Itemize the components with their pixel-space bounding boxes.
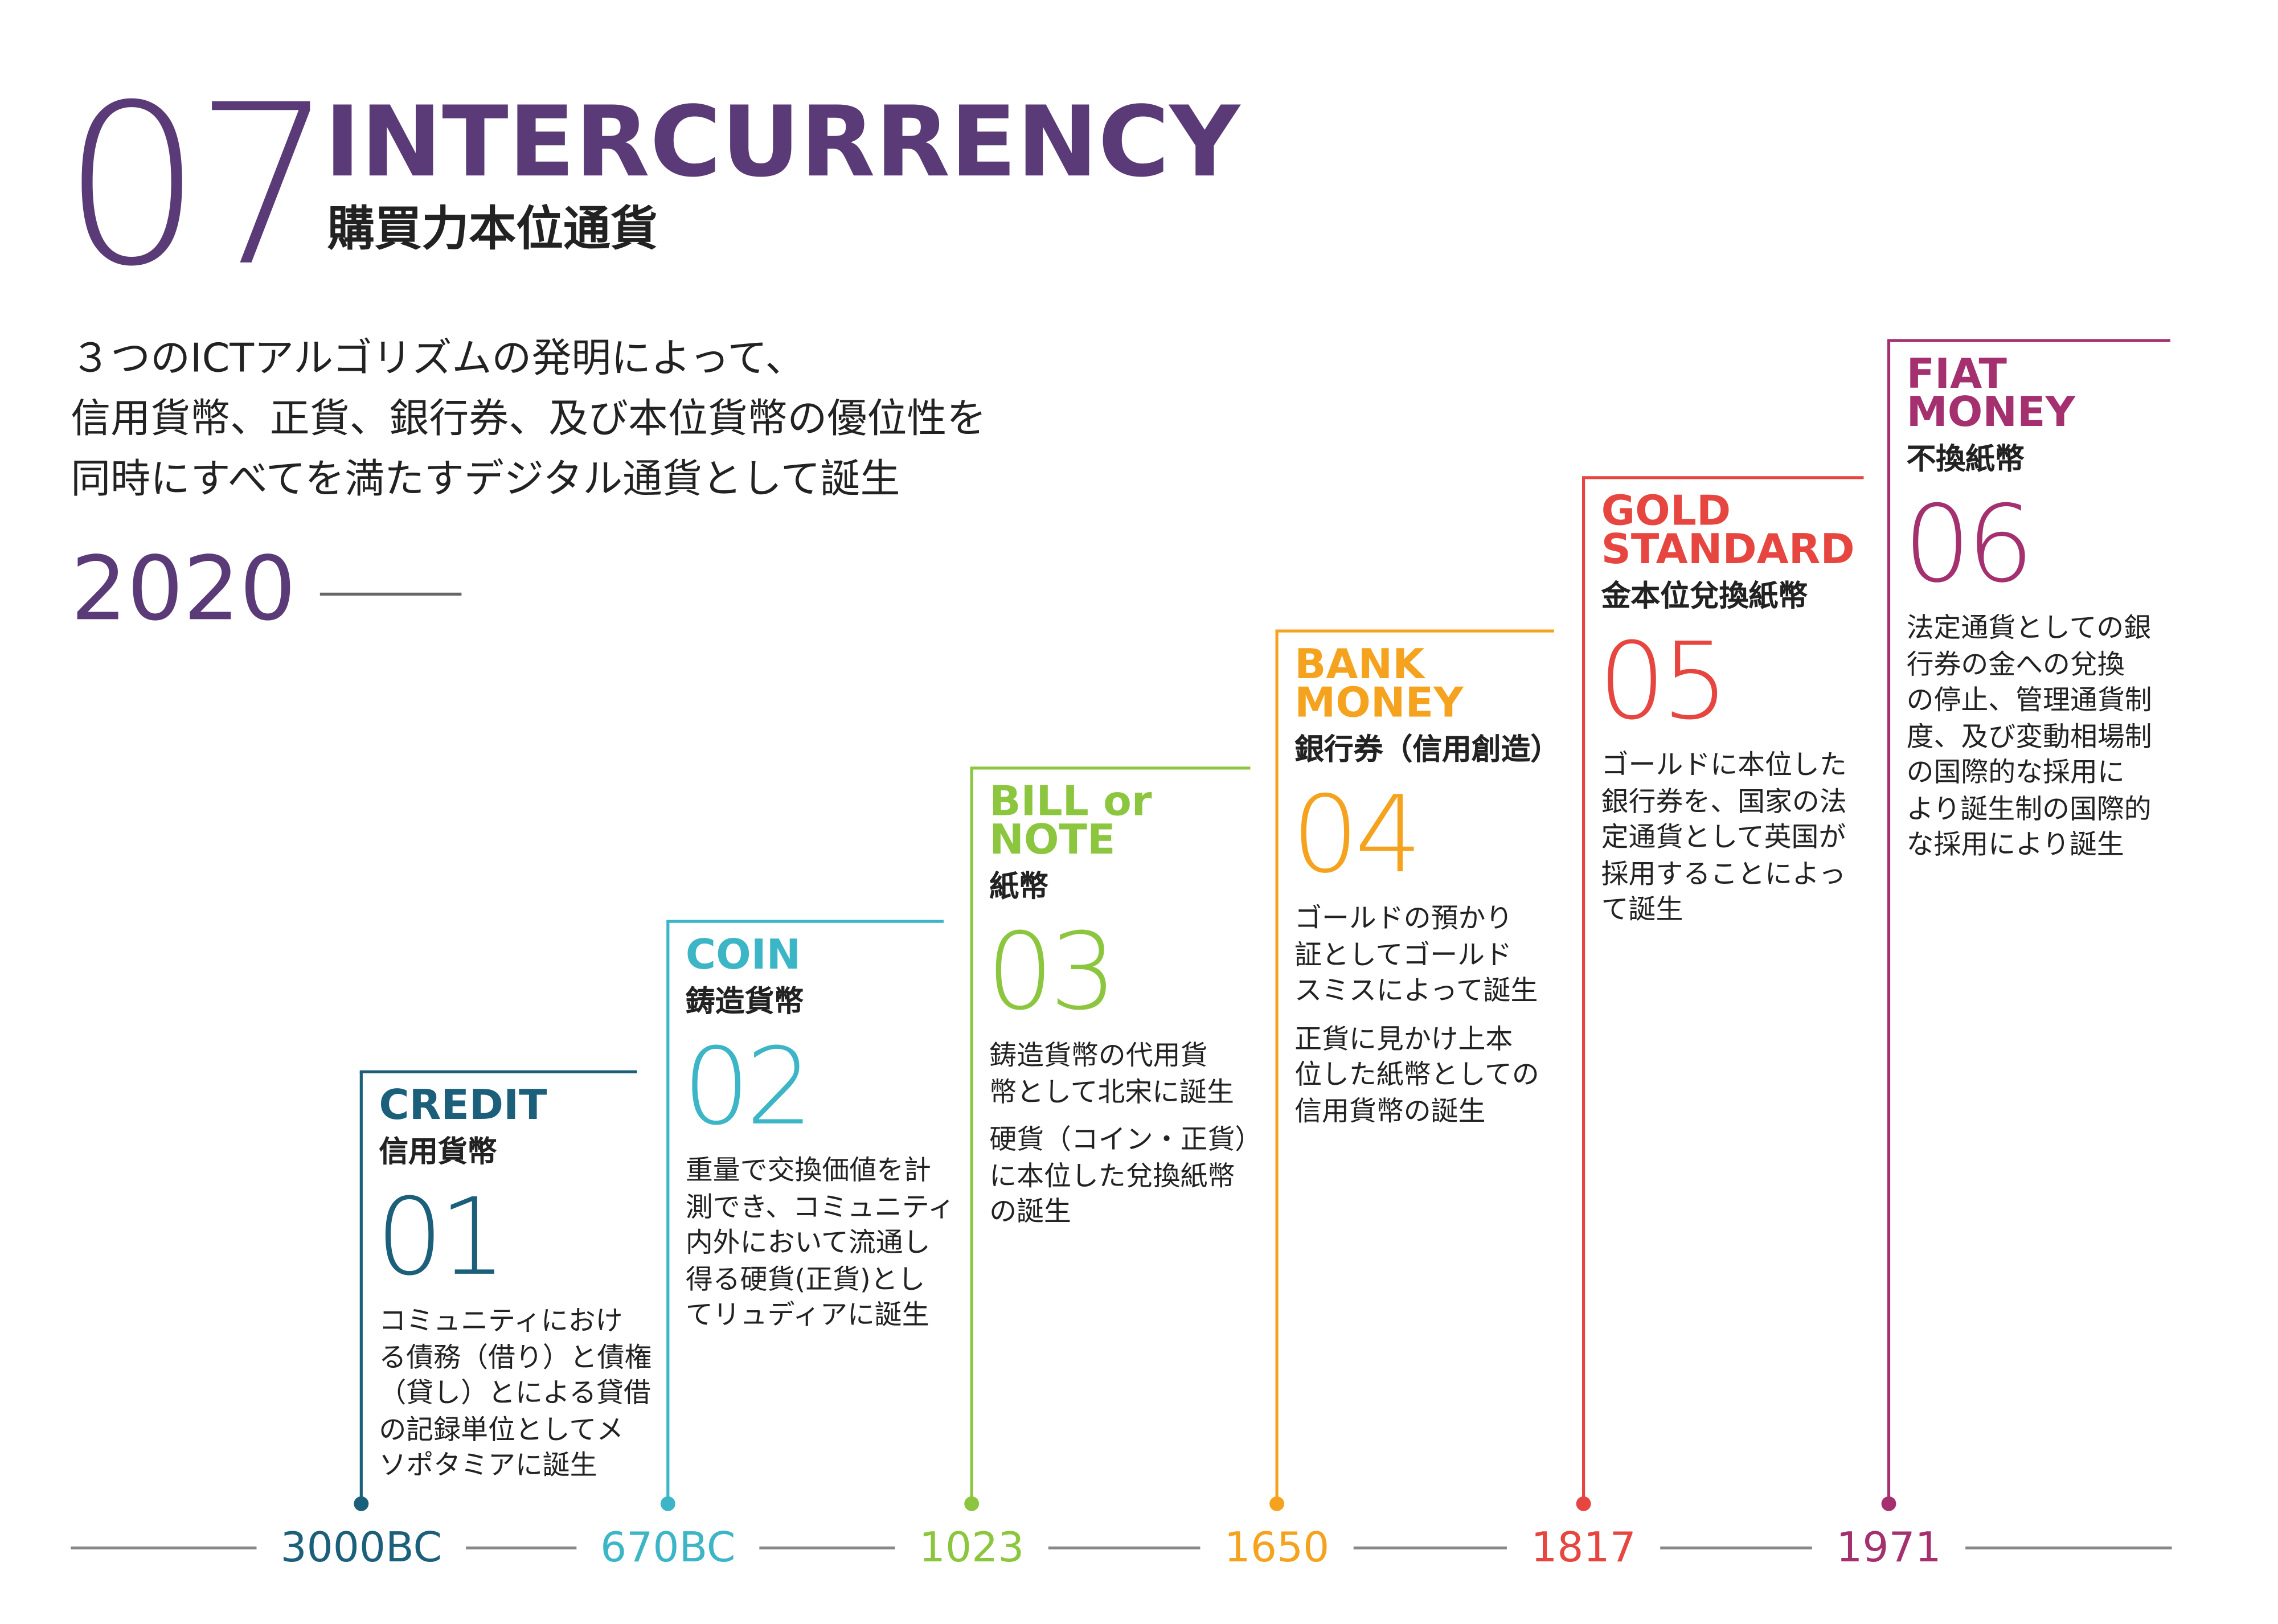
step-number: 05 (1598, 619, 1728, 743)
step-description: ソポタミアに誕生 (379, 1450, 597, 1482)
step-frame-vertical (359, 1072, 363, 1504)
step-subtitle: 信用貨幣 (379, 1133, 497, 1170)
step-description: 証としてゴールド (1294, 940, 1512, 971)
step-subtitle: 不換紙幣 (1906, 441, 2025, 477)
step-subtitle: 金本位兌換紙幣 (1601, 577, 1808, 614)
step-number: 03 (986, 909, 1117, 1034)
step-description: 行券の金への兌換 (1906, 649, 2125, 680)
step-subtitle: 銀行券（信用創造） (1294, 731, 1560, 767)
step-description: る債務（借り）と債権 (379, 1342, 652, 1373)
step-description: スミスによって誕生 (1294, 975, 1538, 1007)
step-frame-vertical (1582, 477, 1585, 1504)
step-frame-vertical (1887, 341, 1891, 1504)
step-description: の記録単位としてメ (379, 1414, 624, 1446)
step-number: 02 (682, 1024, 813, 1149)
step-dot (1576, 1496, 1591, 1511)
step-title: COIN (685, 930, 801, 979)
step-description: に本位した兌換紙幣 (989, 1160, 1235, 1192)
step-title: NOTE (989, 815, 1116, 864)
step-description: ゴールドの預かり (1294, 904, 1513, 935)
step-description: 定通貨として英国が (1601, 822, 1846, 854)
step-description: より誕生制の国際的 (1906, 794, 2152, 825)
step-description: コミュニティにおけ (379, 1306, 623, 1338)
step-dot (1269, 1496, 1285, 1511)
step-description: 鋳造貨幣の代用貨 (989, 1040, 1208, 1072)
step-dot (964, 1496, 980, 1511)
year-rule (319, 592, 462, 596)
section-number: 07 (62, 59, 335, 316)
step-title: FIAT (1906, 349, 2007, 399)
timeline-date: 1023 (854, 1522, 1089, 1574)
step-description: の国際的な採用に (1906, 757, 2125, 789)
step-description: の停止、管理通貨制 (1906, 685, 2152, 717)
step-frame-top (1582, 476, 1864, 479)
timeline-date: 1971 (1771, 1522, 2006, 1574)
step-description: 得る硬貨(正貨)とし (685, 1264, 925, 1295)
step-dot (354, 1496, 369, 1511)
step-number: 04 (1291, 772, 1422, 897)
step-frame-vertical (970, 768, 973, 1504)
step-description: 測でき、コミュニティ (685, 1192, 955, 1223)
step-frame-top (359, 1070, 637, 1073)
step-description: 幣として北宋に誕生 (989, 1077, 1234, 1108)
step-description: 内外において流通し (685, 1228, 931, 1260)
step-description: て誕生 (1601, 895, 1683, 926)
step-number: 01 (376, 1175, 506, 1299)
step-subtitle: 紙幣 (989, 868, 1048, 904)
timeline-date: 670BC (550, 1522, 786, 1574)
step-subtitle: 鋳造貨幣 (685, 983, 804, 1019)
subtitle: 購買力本位通貨 (327, 200, 658, 257)
step-title: MONEY (1906, 387, 2076, 437)
step-frame-top (1275, 629, 1554, 633)
step-description: 硬貨（コイン・正貨） (989, 1125, 1263, 1156)
step-description: 信用貨幣の誕生 (1294, 1096, 1486, 1127)
step-description: の誕生 (989, 1197, 1071, 1228)
step-description: 採用することによっ (1601, 859, 1846, 890)
intro-line: ３つのICTアルゴリズムの発明によって、 (71, 336, 805, 382)
step-number: 06 (1903, 482, 2034, 606)
step-description: 銀行券を、国家の法 (1601, 786, 1847, 818)
step-frame-vertical (1275, 631, 1279, 1504)
step-description: 重量で交換価値を計 (685, 1155, 931, 1187)
step-description: 正貨に見かけ上本 (1294, 1024, 1513, 1055)
step-title: STANDARD (1601, 524, 1855, 574)
step-frame-top (666, 920, 944, 923)
step-description: 法定通貨としての銀 (1906, 613, 2152, 645)
step-description: （貸し）とによる貸借 (379, 1378, 651, 1410)
step-dot (1881, 1496, 1896, 1511)
step-description: 位した紙幣としての (1294, 1060, 1539, 1091)
step-title: GOLD (1601, 486, 1731, 535)
step-description: な採用により誕生 (1906, 830, 2124, 861)
step-frame-vertical (666, 921, 670, 1504)
step-title: BILL or (989, 777, 1152, 826)
step-description: てリュディアに誕生 (685, 1300, 929, 1331)
timeline (71, 1546, 2172, 1550)
timeline-date: 1817 (1465, 1522, 1701, 1574)
timeline-date: 1650 (1159, 1522, 1395, 1574)
step-title: MONEY (1294, 678, 1464, 727)
step-frame-top (970, 766, 1251, 770)
step-description: 度、及び変動相場制 (1906, 721, 2152, 753)
step-title: BANK (1294, 639, 1425, 689)
timeline-date: 3000BC (243, 1522, 479, 1574)
intro-line: 同時にすべてを満たすデジタル通貨として誕生 (71, 457, 900, 503)
title: INTERCURRENCY (324, 85, 1240, 199)
step-description: ゴールドに本位した (1601, 750, 1847, 782)
step-title: CREDIT (379, 1080, 547, 1130)
step-dot (660, 1496, 675, 1511)
step-frame-top (1887, 339, 2171, 342)
year: 2020 (71, 538, 296, 642)
intro-line: 信用貨幣、正貨、銀行券、及び本位貨幣の優位性を (71, 396, 987, 442)
